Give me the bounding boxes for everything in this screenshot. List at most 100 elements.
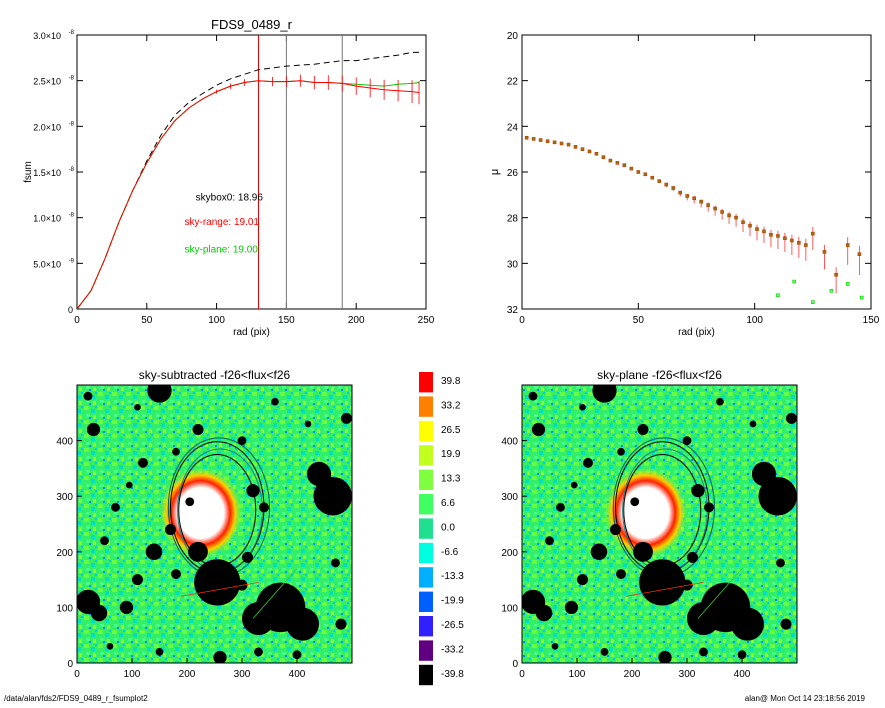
sky-subtracted-title: sky-subtracted -f26<flux<f26 (139, 368, 291, 382)
fsum-x-tick-label: 100 (208, 315, 225, 326)
colorbar-swatch (419, 469, 433, 490)
mu-point (811, 231, 815, 236)
sky-subtracted-mask-blob (111, 502, 120, 512)
mu-point (643, 172, 648, 177)
fsum-y-tick-exponent: -8 (69, 76, 75, 82)
sky-plane-mask-blob (687, 551, 698, 563)
sky-subtracted-mask-blob (335, 618, 347, 630)
sky-plane-mask-blob (780, 618, 792, 630)
mu-point (524, 135, 529, 140)
fsum-plot-ylabel: fsum (23, 161, 34, 183)
colorbar-label: -33.2 (441, 644, 464, 655)
fsum-annotation: sky-plane: 19.00 (184, 244, 258, 255)
sky-subtracted-y-tick-label: 200 (56, 548, 73, 559)
mu-plot-xlabel: rad (pix) (678, 327, 715, 338)
sky-plane-mask-blob (639, 559, 686, 606)
colorbar-swatch (419, 494, 433, 515)
fsum-series-line (77, 80, 420, 309)
mu-point (615, 161, 620, 165)
sky-subtracted-y-tick-label: 0 (67, 659, 73, 670)
mu-point (678, 190, 683, 195)
mu-x-tick-label: 100 (746, 315, 763, 326)
sky-plane-mask-blob (531, 422, 546, 437)
colorbar-swatch (419, 542, 433, 564)
sky-plane-mask-blob (633, 541, 653, 562)
sky-subtracted-mask-blob (188, 541, 208, 562)
sky-subtracted-mask-blob (192, 423, 204, 435)
mu-plot-ylabel: μ (489, 169, 501, 175)
colorbar-label: 19.9 (441, 449, 461, 460)
colorbar-swatch (419, 640, 433, 661)
sky-subtracted-x-tick-label: 200 (179, 669, 196, 680)
mu-point (734, 215, 738, 220)
sky-subtracted-mask-blob (155, 648, 164, 656)
colorbar-label: 13.3 (441, 474, 461, 485)
sky-plane-profile-line (697, 568, 743, 619)
fsum-series-line (77, 51, 419, 309)
colorbar-label: 33.2 (441, 400, 461, 411)
sky-subtracted-mask-blob (331, 558, 340, 568)
mu-point (636, 170, 641, 174)
sky-subtracted-x-tick-label: 100 (124, 669, 141, 680)
mu-point (762, 229, 766, 234)
sky-plane-frame (521, 384, 798, 664)
sky-subtracted-mask-blob (171, 569, 181, 579)
sky-plane-mask-blob (786, 412, 797, 424)
sky-subtracted-mask-blob (194, 559, 241, 606)
colorbar-swatch (419, 664, 433, 686)
fsum-y-tick-exponent: -8 (69, 121, 75, 127)
sky-subtracted-y-tick-label: 100 (56, 603, 73, 614)
sky-subtracted-mask-blob (83, 391, 93, 401)
sky-subtracted-mask-blob (134, 403, 141, 411)
mu-y-tick-label: 28 (507, 214, 519, 225)
mu-point (748, 223, 752, 228)
colorbar-swatch (419, 591, 433, 612)
sky-subtracted-mask-blob (306, 461, 332, 487)
fsum-plot-xlabel: rad (pix) (233, 327, 270, 338)
mu-point (797, 240, 801, 245)
fsum-plot-title: FDS9_0489_r (211, 17, 293, 32)
fsum-y-tick-exponent: -8 (69, 213, 75, 219)
mu-point (776, 293, 780, 298)
mu-point (792, 279, 797, 284)
mu-point (566, 142, 571, 147)
mu-x-tick-label: 150 (863, 315, 880, 326)
mu-y-tick-label: 20 (507, 31, 519, 42)
sky-plane-mask-blob (658, 650, 672, 663)
sky-subtracted-mask-blob (237, 436, 247, 445)
sky-plane-mask-blob (776, 558, 785, 568)
fsum-x-tick-label: 150 (278, 315, 295, 326)
mu-point (699, 199, 703, 204)
sky-subtracted-y-tick-label: 400 (56, 437, 73, 448)
sky-plane-mask-blob (577, 574, 588, 586)
mu-point (657, 179, 662, 183)
sky-subtracted-panel: sky-subtracted -f26<flux<f26 0 100 200 300 40… (56, 368, 353, 680)
mu-point (859, 295, 864, 300)
fsum-y-tick-exponent: -8 (69, 30, 75, 36)
colorbar-label: -6.6 (441, 547, 459, 558)
sky-plane-mask-blob (749, 420, 757, 428)
mu-point (834, 272, 838, 277)
sky-subtracted-mask-blob (242, 551, 253, 563)
sky-plane-mask-blob (617, 447, 625, 456)
sky-subtracted-mask-blob (172, 447, 180, 456)
colorbar-label: 39.8 (441, 376, 461, 387)
sky-plane-profile-line (626, 581, 704, 597)
mu-point (845, 243, 850, 247)
sky-plane-mask-blob (682, 436, 692, 445)
footer-timestamp: alan@ Mon Oct 14 23:18:56 2019 (744, 694, 865, 703)
sky-plane-mask-blob (592, 385, 617, 403)
sky-plane-image (522, 385, 797, 663)
sky-subtracted-image (77, 385, 352, 663)
fsum-y-tick-label: 5.0×10 (33, 259, 61, 269)
mu-point (580, 147, 585, 151)
mu-point (776, 234, 780, 238)
fsum-x-tick-label: 50 (141, 315, 153, 326)
mu-point (538, 138, 543, 142)
fsum-annotation: skybox0: 18.96 (196, 192, 264, 203)
sky-subtracted-mask-blob (313, 476, 352, 516)
fsum-y-tick-label: 2.5×10 (33, 77, 61, 87)
mu-point (829, 288, 834, 293)
footer-file-path: /data/alan/fds2/FDS9_0489_r_fsumplot2 (4, 694, 148, 703)
